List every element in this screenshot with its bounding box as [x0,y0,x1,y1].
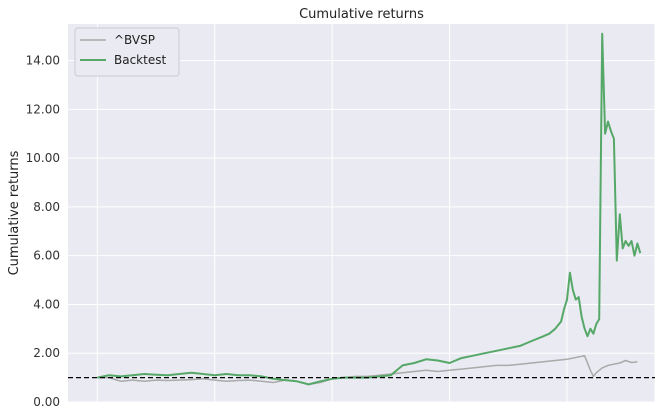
y-tick-label: 4.00 [33,297,60,311]
plot-background [68,24,655,402]
y-tick-label: 12.00 [26,102,60,116]
series-line-backtest [97,32,642,386]
y-tick-label: 10.00 [26,151,60,165]
y-tick-label: 0.00 [33,395,60,409]
legend-label-backtest: Backtest [114,53,166,67]
series-line-bvsp [97,354,638,386]
legend: ^BVSP Backtest [74,27,180,77]
plot-area [68,24,656,403]
y-tick-label: 2.00 [33,346,60,360]
series-lines [97,32,642,386]
y-tick-label: 14.00 [26,54,60,68]
y-axis-title: Cumulative returns [7,150,22,275]
y-tick-label: 6.00 [33,249,60,263]
legend-label-bvsp: ^BVSP [114,33,155,47]
chart-title: Cumulative returns [299,7,424,22]
y-tick-label: 8.00 [33,200,60,214]
y-axis-ticks: 0.00 2.00 4.00 6.00 8.00 10.00 12.00 14.00 [26,54,60,409]
